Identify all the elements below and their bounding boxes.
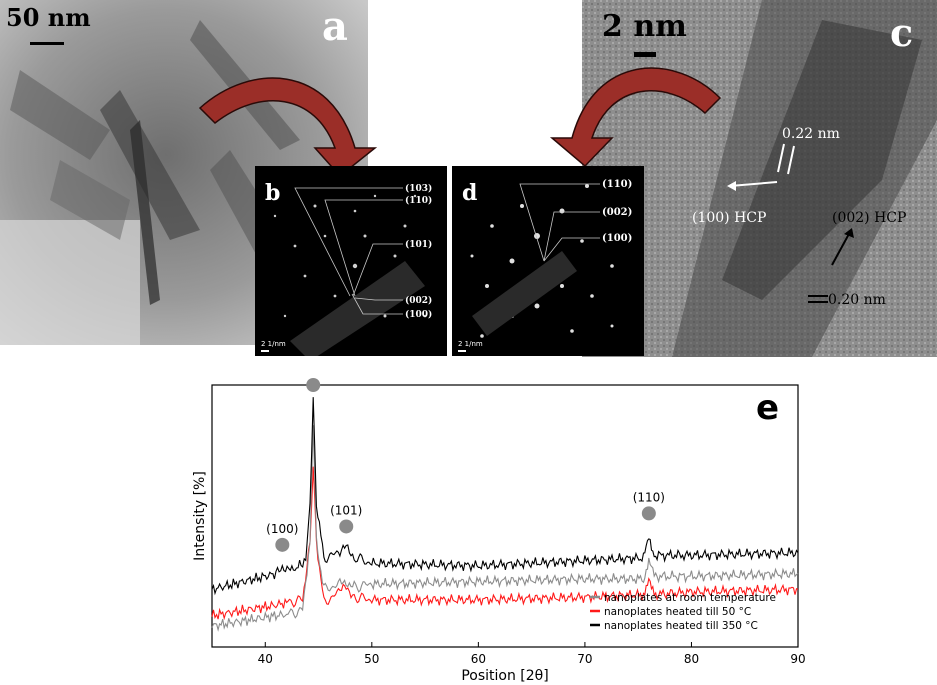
y-axis-label: Intensity [%] xyxy=(192,471,208,561)
legend-label-1: nanoplates heated till 50 °C xyxy=(604,606,751,618)
peak-label-2: (101) xyxy=(330,503,362,517)
panel-d-letter: d xyxy=(462,180,477,206)
panel-d-diffraction: d (110) (002) (100) 2 1/nm xyxy=(452,166,644,356)
peak-label-3: (110) xyxy=(633,490,665,504)
legend-label-2: nanoplates heated till 350 °C xyxy=(604,620,758,632)
x-tick-label-0: 40 xyxy=(258,652,273,666)
x-tick-label-5: 90 xyxy=(790,652,805,666)
panel-e-letter: e xyxy=(756,388,779,428)
panel-b-scale-label: 2 1/nm xyxy=(261,340,286,348)
panel-a-letter: a xyxy=(322,3,348,50)
xrd-chart-svg: (100) (002) (101) (110) 40 50 60 70 80 90 e Posi… xyxy=(192,375,806,684)
x-tick-label-2: 60 xyxy=(471,652,486,666)
plane-002-hcp-label: (002) HCP xyxy=(832,210,906,226)
x-axis-label: Position [2θ] xyxy=(461,668,548,684)
panel-a-scale-label: 50 nm xyxy=(6,3,91,32)
peak-label-0: (100) xyxy=(266,522,298,536)
peak-marker-3 xyxy=(641,506,656,521)
chart-legend: nanoplates at room temperature nanoplates… xyxy=(590,592,776,632)
saed-pattern-d: d (110) (002) (100) 2 1/nm xyxy=(452,166,644,356)
panel-c-letter: c xyxy=(890,10,913,55)
index-b-110: (110) xyxy=(405,195,432,206)
peak-marker-1 xyxy=(306,378,321,392)
curved-arrow-c-to-d xyxy=(549,67,722,168)
index-b-103: (103) xyxy=(405,183,432,194)
peak-label-1: (002) xyxy=(297,375,329,376)
panel-c-scale-label: 2 nm xyxy=(602,9,687,44)
index-d-100: (100) xyxy=(602,233,632,244)
index-d-002: (002) xyxy=(602,207,632,218)
index-b-101: (101) xyxy=(405,239,432,250)
panel-e-xrd-chart: (100) (002) (101) (110) 40 50 60 70 80 90 e Posi… xyxy=(170,375,810,685)
index-b-002: (002) xyxy=(405,295,432,306)
x-tick-label-4: 80 xyxy=(684,652,699,666)
panel-b-letter: b xyxy=(265,180,280,206)
spacing-020-label: 0.20 nm xyxy=(828,292,886,308)
saed-pattern-b: b (103) (110) (101) (002) (100) 2 1/nm xyxy=(255,166,447,356)
peak-marker-0 xyxy=(275,537,290,552)
series-line-2 xyxy=(211,397,799,596)
legend-label-0: nanoplates at room temperature xyxy=(604,592,776,604)
panel-d-scale-label: 2 1/nm xyxy=(458,340,483,348)
index-d-110: (110) xyxy=(602,179,632,190)
plane-100-hcp-label: (100) HCP xyxy=(692,210,766,226)
peak-marker-2 xyxy=(339,519,354,534)
series-line-0 xyxy=(211,425,799,632)
curved-arrow-a-to-b xyxy=(198,77,378,178)
x-tick-label-3: 70 xyxy=(577,652,592,666)
index-b-100: (100) xyxy=(405,309,432,320)
x-tick-label-1: 50 xyxy=(364,652,379,666)
panel-b-diffraction: b (103) (110) (101) (002) (100) 2 1/nm xyxy=(255,166,447,356)
plot-frame xyxy=(211,384,799,648)
spacing-022-label: 0.22 nm xyxy=(782,126,840,142)
